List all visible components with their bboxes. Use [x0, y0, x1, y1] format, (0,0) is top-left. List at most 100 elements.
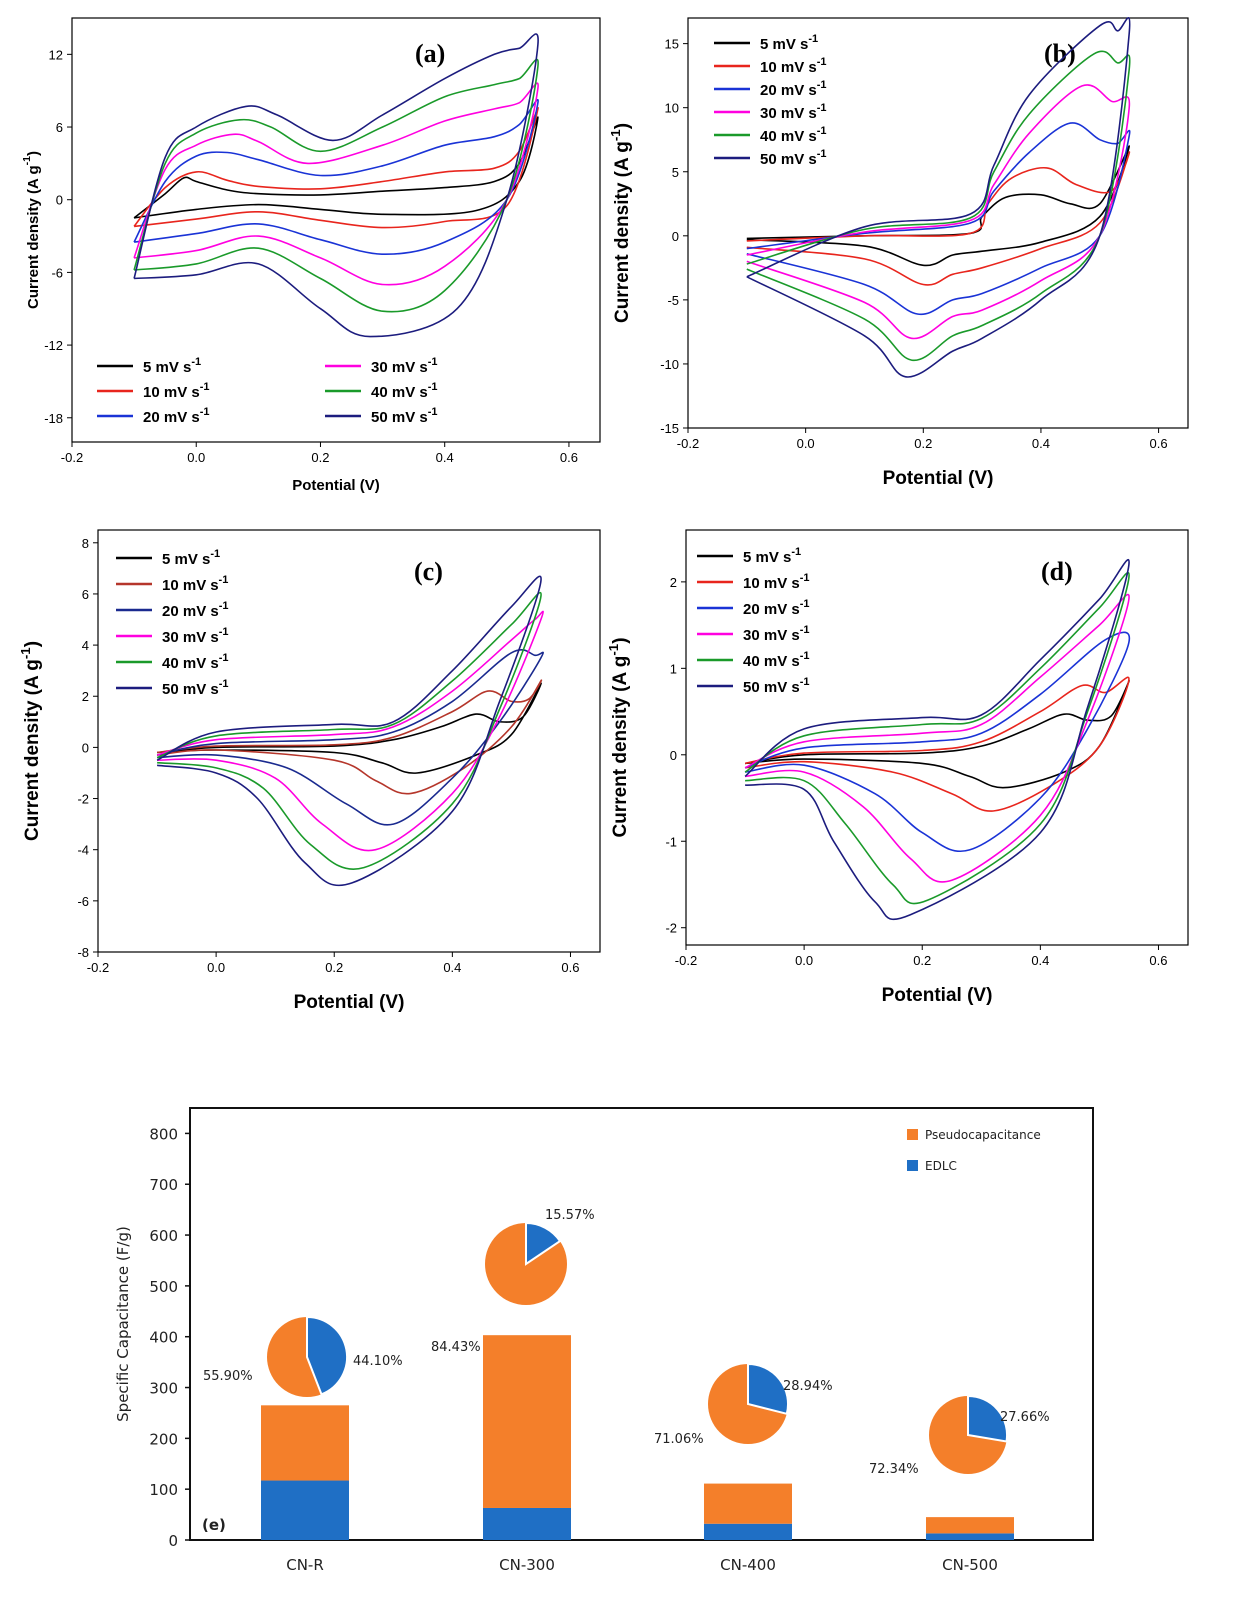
- panel-label: (c): [414, 557, 443, 586]
- x-tick-label: CN-R: [286, 1556, 324, 1574]
- y-tick-label: 0: [56, 193, 63, 208]
- y-tick-label: 300: [149, 1380, 178, 1398]
- bar-edlc-cn-r: [261, 1480, 349, 1540]
- y-tick-label: 1: [670, 661, 677, 676]
- bar-edlc-cn-300: [483, 1507, 571, 1540]
- y-tick-label: 12: [49, 47, 63, 62]
- cv-curve-3: [746, 84, 1131, 340]
- legend-label: 30 mV s-1: [371, 356, 438, 376]
- cv-curve-5: [156, 575, 542, 887]
- legend-label: 20 mV s-1: [162, 600, 229, 620]
- x-axis-label: Potential (V): [292, 477, 380, 494]
- y-tick-label: 0: [670, 748, 677, 763]
- legend-label: 30 mV s-1: [162, 626, 229, 646]
- cv-curve-3: [156, 610, 544, 852]
- pie-label-pseudocapacitance: 72.34%: [869, 1462, 919, 1477]
- cv-curve-1: [157, 679, 543, 795]
- cv-curve-0: [133, 116, 539, 219]
- bar-edlc-cn-400: [704, 1523, 792, 1540]
- y-axis-label: Current density (A g-1): [606, 637, 631, 837]
- y-tick-label: -12: [44, 338, 63, 353]
- panel-label: (a): [415, 39, 445, 68]
- cv-curve-2: [744, 631, 1131, 853]
- pie-label-edlc: 27.66%: [1000, 1410, 1050, 1425]
- cv-plot-a: -0.2 0.0 0.2 0.4 0.6 -18 -12 -6 0 6 12 Potential (V…: [21, 17, 601, 494]
- y-tick-label: -5: [667, 293, 679, 308]
- pie-label-edlc: 44.10%: [353, 1354, 403, 1369]
- legend-label: 10 mV s-1: [162, 574, 228, 594]
- x-tick-label: 0.0: [795, 953, 813, 968]
- cv-curve-2: [156, 649, 544, 826]
- legend-label: 50 mV s-1: [743, 676, 810, 696]
- y-tick-label: 0: [168, 1532, 178, 1550]
- legend-label: 5 mV s-1: [743, 546, 801, 566]
- cv-curve-2: [133, 99, 539, 256]
- y-tick-label: -18: [44, 411, 63, 426]
- legend-label: 5 mV s-1: [143, 356, 201, 376]
- legend-label: 30 mV s-1: [743, 624, 810, 644]
- cv-curve-1: [744, 676, 1130, 812]
- y-tick-label: 700: [149, 1176, 178, 1194]
- y-axis-label: Current density (A g-1): [21, 151, 42, 309]
- y-tick-label: 15: [665, 37, 679, 52]
- legend-label: 10 mV s-1: [760, 56, 827, 76]
- legend-label: 20 mV s-1: [743, 598, 810, 618]
- cv-curve-4: [156, 591, 542, 870]
- x-tick-label: 0.2: [914, 436, 932, 451]
- x-tick-label: -0.2: [87, 960, 109, 975]
- y-tick-label: -6: [77, 894, 89, 909]
- legend-swatch-pseudocapacitance: [907, 1129, 918, 1140]
- y-tick-label: -1: [665, 834, 677, 849]
- x-tick-label: CN-500: [942, 1556, 998, 1574]
- legend-swatch-edlc: [907, 1160, 918, 1171]
- x-tick-label: 0.6: [1150, 436, 1168, 451]
- legend-label: 40 mV s-1: [760, 125, 827, 145]
- cv-curve-5: [133, 33, 539, 338]
- pie-label-edlc: 15.57%: [545, 1208, 595, 1223]
- pie-label-pseudocapacitance: 55.90%: [203, 1369, 253, 1384]
- y-tick-label: 6: [56, 120, 63, 135]
- plot-frame: [97, 529, 601, 953]
- legend-label: 50 mV s-1: [162, 678, 229, 698]
- x-tick-label: 0.2: [913, 953, 931, 968]
- legend-label: 40 mV s-1: [743, 650, 810, 670]
- x-tick-label: 0.2: [325, 960, 343, 975]
- pie-label-edlc: 28.94%: [783, 1379, 833, 1394]
- legend-label: 20 mV s-1: [143, 406, 210, 426]
- x-tick-label: CN-400: [720, 1556, 776, 1574]
- x-axis-label: Potential (V): [294, 992, 405, 1013]
- bar-pseudo-cn-400: [704, 1483, 792, 1524]
- pie-cn-400: 71.06% 28.94%: [654, 1362, 833, 1447]
- y-tick-label: 600: [149, 1227, 178, 1245]
- y-tick-label: 2: [670, 575, 677, 590]
- x-tick-label: CN-300: [499, 1556, 555, 1574]
- y-tick-label: -15: [660, 421, 679, 436]
- pie-label-pseudocapacitance: 84.43%: [431, 1340, 481, 1355]
- x-tick-label: 0.2: [311, 450, 329, 465]
- cv-curve-0: [744, 680, 1130, 789]
- legend-label: 40 mV s-1: [162, 652, 229, 672]
- cv-curve-2: [746, 122, 1131, 316]
- x-tick-label: 0.0: [207, 960, 225, 975]
- legend-label: 30 mV s-1: [760, 102, 827, 122]
- plot-frame: [71, 17, 601, 443]
- bar-pseudo-cn-300: [483, 1335, 571, 1508]
- bar-edlc-cn-500: [926, 1533, 1014, 1540]
- y-tick-label: 6: [82, 587, 89, 602]
- y-tick-label: 2: [82, 689, 89, 704]
- y-tick-label: -8: [77, 945, 89, 960]
- panel-label: (b): [1044, 39, 1076, 68]
- y-axis-label: Current density (A g-1): [18, 641, 43, 841]
- x-tick-label: 0.4: [1031, 953, 1049, 968]
- y-tick-label: -6: [51, 265, 63, 280]
- bar-chart-e: 0 100 200 300 400 500 600 700 800 Specific Capaci…: [114, 1107, 1094, 1574]
- y-tick-label: 800: [149, 1125, 178, 1143]
- y-tick-label: 0: [82, 740, 89, 755]
- y-tick-label: 4: [82, 638, 89, 653]
- legend-label: 40 mV s-1: [371, 381, 438, 401]
- legend-label: 5 mV s-1: [760, 33, 818, 53]
- x-tick-label: 0.6: [561, 960, 579, 975]
- x-axis-label: Potential (V): [883, 468, 994, 489]
- plot-frame: [685, 529, 1189, 946]
- legend-label: 50 mV s-1: [760, 148, 827, 168]
